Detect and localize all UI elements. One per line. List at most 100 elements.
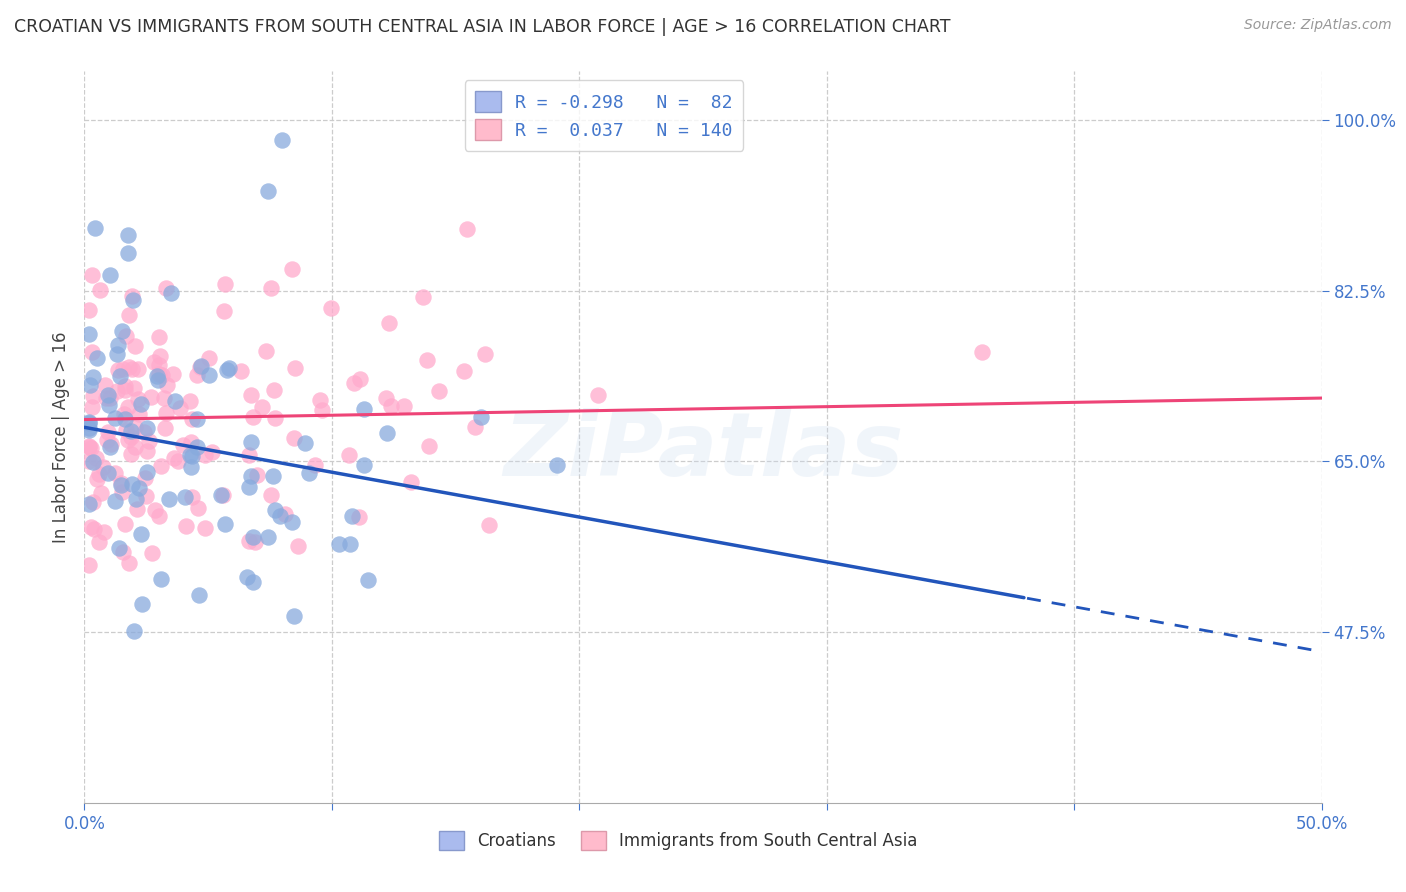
Point	[211, 488, 233, 502]
Point	[257, 530, 280, 544]
Point	[349, 372, 371, 386]
Point	[79, 421, 101, 435]
Point	[155, 281, 177, 295]
Point	[79, 440, 101, 454]
Point	[157, 492, 180, 507]
Point	[79, 417, 101, 431]
Point	[86, 351, 108, 365]
Text: Source: ZipAtlas.com: Source: ZipAtlas.com	[1244, 18, 1392, 32]
Point	[124, 339, 146, 353]
Point	[180, 435, 202, 450]
Point	[111, 485, 134, 500]
Point	[132, 425, 155, 440]
Point	[242, 575, 264, 590]
Point	[148, 330, 170, 344]
Point	[150, 368, 173, 382]
Point	[138, 434, 160, 449]
Point	[110, 476, 132, 491]
Point	[181, 412, 204, 426]
Point	[104, 466, 127, 480]
Point	[129, 397, 152, 411]
Point	[148, 509, 170, 524]
Point	[86, 472, 108, 486]
Point	[378, 316, 401, 330]
Point	[82, 495, 104, 509]
Point	[339, 537, 361, 551]
Y-axis label: In Labor Force | Age > 16: In Labor Force | Age > 16	[52, 331, 70, 543]
Point	[427, 384, 450, 398]
Point	[374, 392, 396, 406]
Point	[194, 521, 217, 535]
Point	[259, 488, 281, 502]
Point	[114, 383, 136, 397]
Point	[104, 411, 127, 425]
Point	[415, 353, 437, 368]
Point	[155, 406, 177, 420]
Point	[111, 324, 134, 338]
Point	[238, 480, 260, 494]
Point	[172, 438, 194, 452]
Point	[135, 444, 157, 458]
Point	[110, 478, 132, 492]
Point	[271, 133, 294, 147]
Point	[96, 388, 118, 402]
Point	[209, 488, 232, 502]
Point	[135, 489, 157, 503]
Point	[392, 399, 415, 413]
Point	[128, 481, 150, 495]
Point	[328, 537, 350, 551]
Point	[79, 327, 101, 342]
Point	[146, 373, 169, 387]
Point	[180, 490, 202, 504]
Point	[108, 541, 131, 556]
Point	[342, 509, 364, 524]
Point	[149, 350, 172, 364]
Point	[100, 436, 122, 450]
Point	[283, 609, 305, 624]
Point	[150, 459, 173, 474]
Point	[456, 222, 478, 236]
Point	[84, 451, 107, 466]
Point	[117, 433, 139, 447]
Point	[107, 362, 129, 376]
Point	[163, 450, 186, 465]
Point	[167, 454, 190, 468]
Point	[112, 362, 135, 376]
Point	[240, 435, 263, 450]
Point	[284, 360, 307, 375]
Point	[159, 286, 181, 301]
Point	[153, 421, 176, 435]
Point	[353, 458, 375, 473]
Point	[117, 359, 139, 374]
Point	[79, 497, 101, 511]
Point	[179, 448, 201, 462]
Point	[246, 468, 269, 483]
Point	[188, 359, 211, 374]
Point	[143, 503, 166, 517]
Point	[79, 439, 101, 453]
Point	[357, 573, 380, 587]
Point	[96, 433, 118, 447]
Point	[122, 624, 145, 639]
Point	[304, 458, 326, 472]
Point	[104, 494, 127, 508]
Point	[970, 345, 993, 359]
Point	[120, 447, 142, 461]
Point	[135, 421, 157, 435]
Point	[79, 377, 101, 392]
Point	[84, 221, 107, 235]
Point	[91, 459, 114, 474]
Point	[148, 367, 170, 381]
Point	[212, 304, 235, 318]
Point	[149, 572, 172, 586]
Point	[162, 367, 184, 381]
Point	[121, 289, 143, 303]
Point	[112, 545, 135, 559]
Point	[165, 393, 187, 408]
Point	[87, 467, 110, 482]
Point	[79, 303, 101, 318]
Point	[98, 398, 121, 412]
Point	[190, 359, 212, 373]
Point	[141, 546, 163, 560]
Point	[108, 369, 131, 384]
